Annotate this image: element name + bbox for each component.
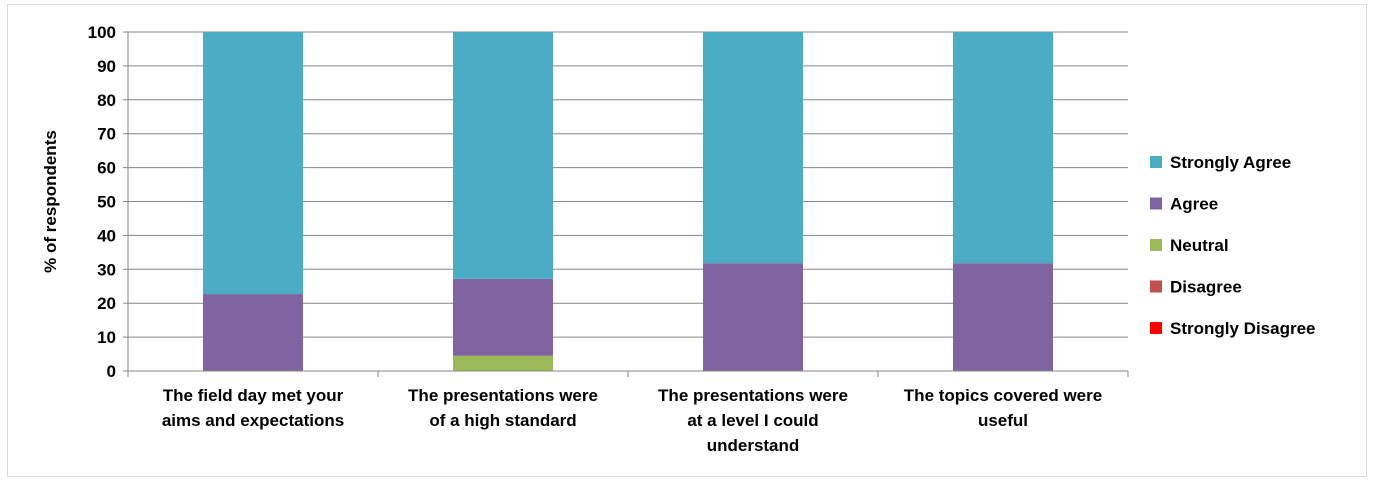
bar-strongly-agree xyxy=(703,32,803,264)
chart-container: 0 10 20 30 40 50 60 70 80 90 100 The field day met… xyxy=(7,4,1367,477)
legend-swatch xyxy=(1150,239,1162,251)
y-tick-labels: 0 10 20 30 40 50 60 70 80 90 100 xyxy=(88,23,116,381)
legend-swatch xyxy=(1150,156,1162,168)
x-category-label-line: The presentations were xyxy=(408,386,598,405)
x-category-label-line: useful xyxy=(978,411,1028,430)
y-tick-label: 40 xyxy=(97,226,116,245)
x-category-label-line: at a level I could xyxy=(687,411,818,430)
legend: Strongly Agree Agree Neutral Disagree Strong… xyxy=(1150,153,1316,338)
legend-label: Agree xyxy=(1170,195,1218,214)
bar-strongly-agree xyxy=(453,32,553,279)
legend-label: Disagree xyxy=(1170,278,1242,297)
y-axis-title: % of respondents xyxy=(41,130,60,273)
axes xyxy=(123,31,1129,377)
y-tick-label: 50 xyxy=(97,193,116,212)
y-tick-label: 70 xyxy=(97,125,116,144)
bar-agree xyxy=(453,278,553,356)
y-tick-label: 100 xyxy=(88,23,116,42)
x-category-label-line: The field day met your xyxy=(163,386,344,405)
legend-label: Neutral xyxy=(1170,236,1229,255)
stacked-bar-chart: 0 10 20 30 40 50 60 70 80 90 100 The field day met… xyxy=(41,23,1316,455)
legend-label: Strongly Disagree xyxy=(1170,319,1316,338)
x-category-label: The topics covered were useful xyxy=(904,386,1102,430)
bar-strongly-agree xyxy=(953,32,1053,264)
bar-neutral xyxy=(453,355,553,371)
y-tick-label: 90 xyxy=(97,57,116,76)
legend-swatch xyxy=(1150,322,1162,334)
x-category-label-line: understand xyxy=(707,436,800,455)
y-tick-label: 60 xyxy=(97,159,116,178)
y-tick-label: 80 xyxy=(97,91,116,110)
y-tick-label: 30 xyxy=(97,260,116,279)
bar-strongly-agree xyxy=(203,32,303,295)
y-tick-label: 10 xyxy=(97,328,116,347)
legend-swatch xyxy=(1150,197,1162,210)
y-tick-label: 20 xyxy=(97,294,116,313)
legend-label: Strongly Agree xyxy=(1170,153,1291,172)
bar-agree xyxy=(203,294,303,371)
bar-agree xyxy=(953,263,1053,371)
bar-agree xyxy=(703,263,803,371)
x-category-label: The field day met your aims and expectati… xyxy=(162,386,344,430)
x-category-label-line: The presentations were xyxy=(658,386,848,405)
bars xyxy=(203,32,1053,371)
x-category-label-line: The topics covered were xyxy=(904,386,1102,405)
y-tick-label: 0 xyxy=(107,362,116,381)
x-category-label: The presentations were at a level I could… xyxy=(658,386,848,455)
legend-swatch xyxy=(1150,280,1162,293)
x-category-label-line: of a high standard xyxy=(429,411,576,430)
x-category-labels: The field day met your aims and expectati… xyxy=(162,386,1102,455)
x-category-label-line: aims and expectations xyxy=(162,411,344,430)
x-category-label: The presentations were of a high standard xyxy=(408,386,598,430)
